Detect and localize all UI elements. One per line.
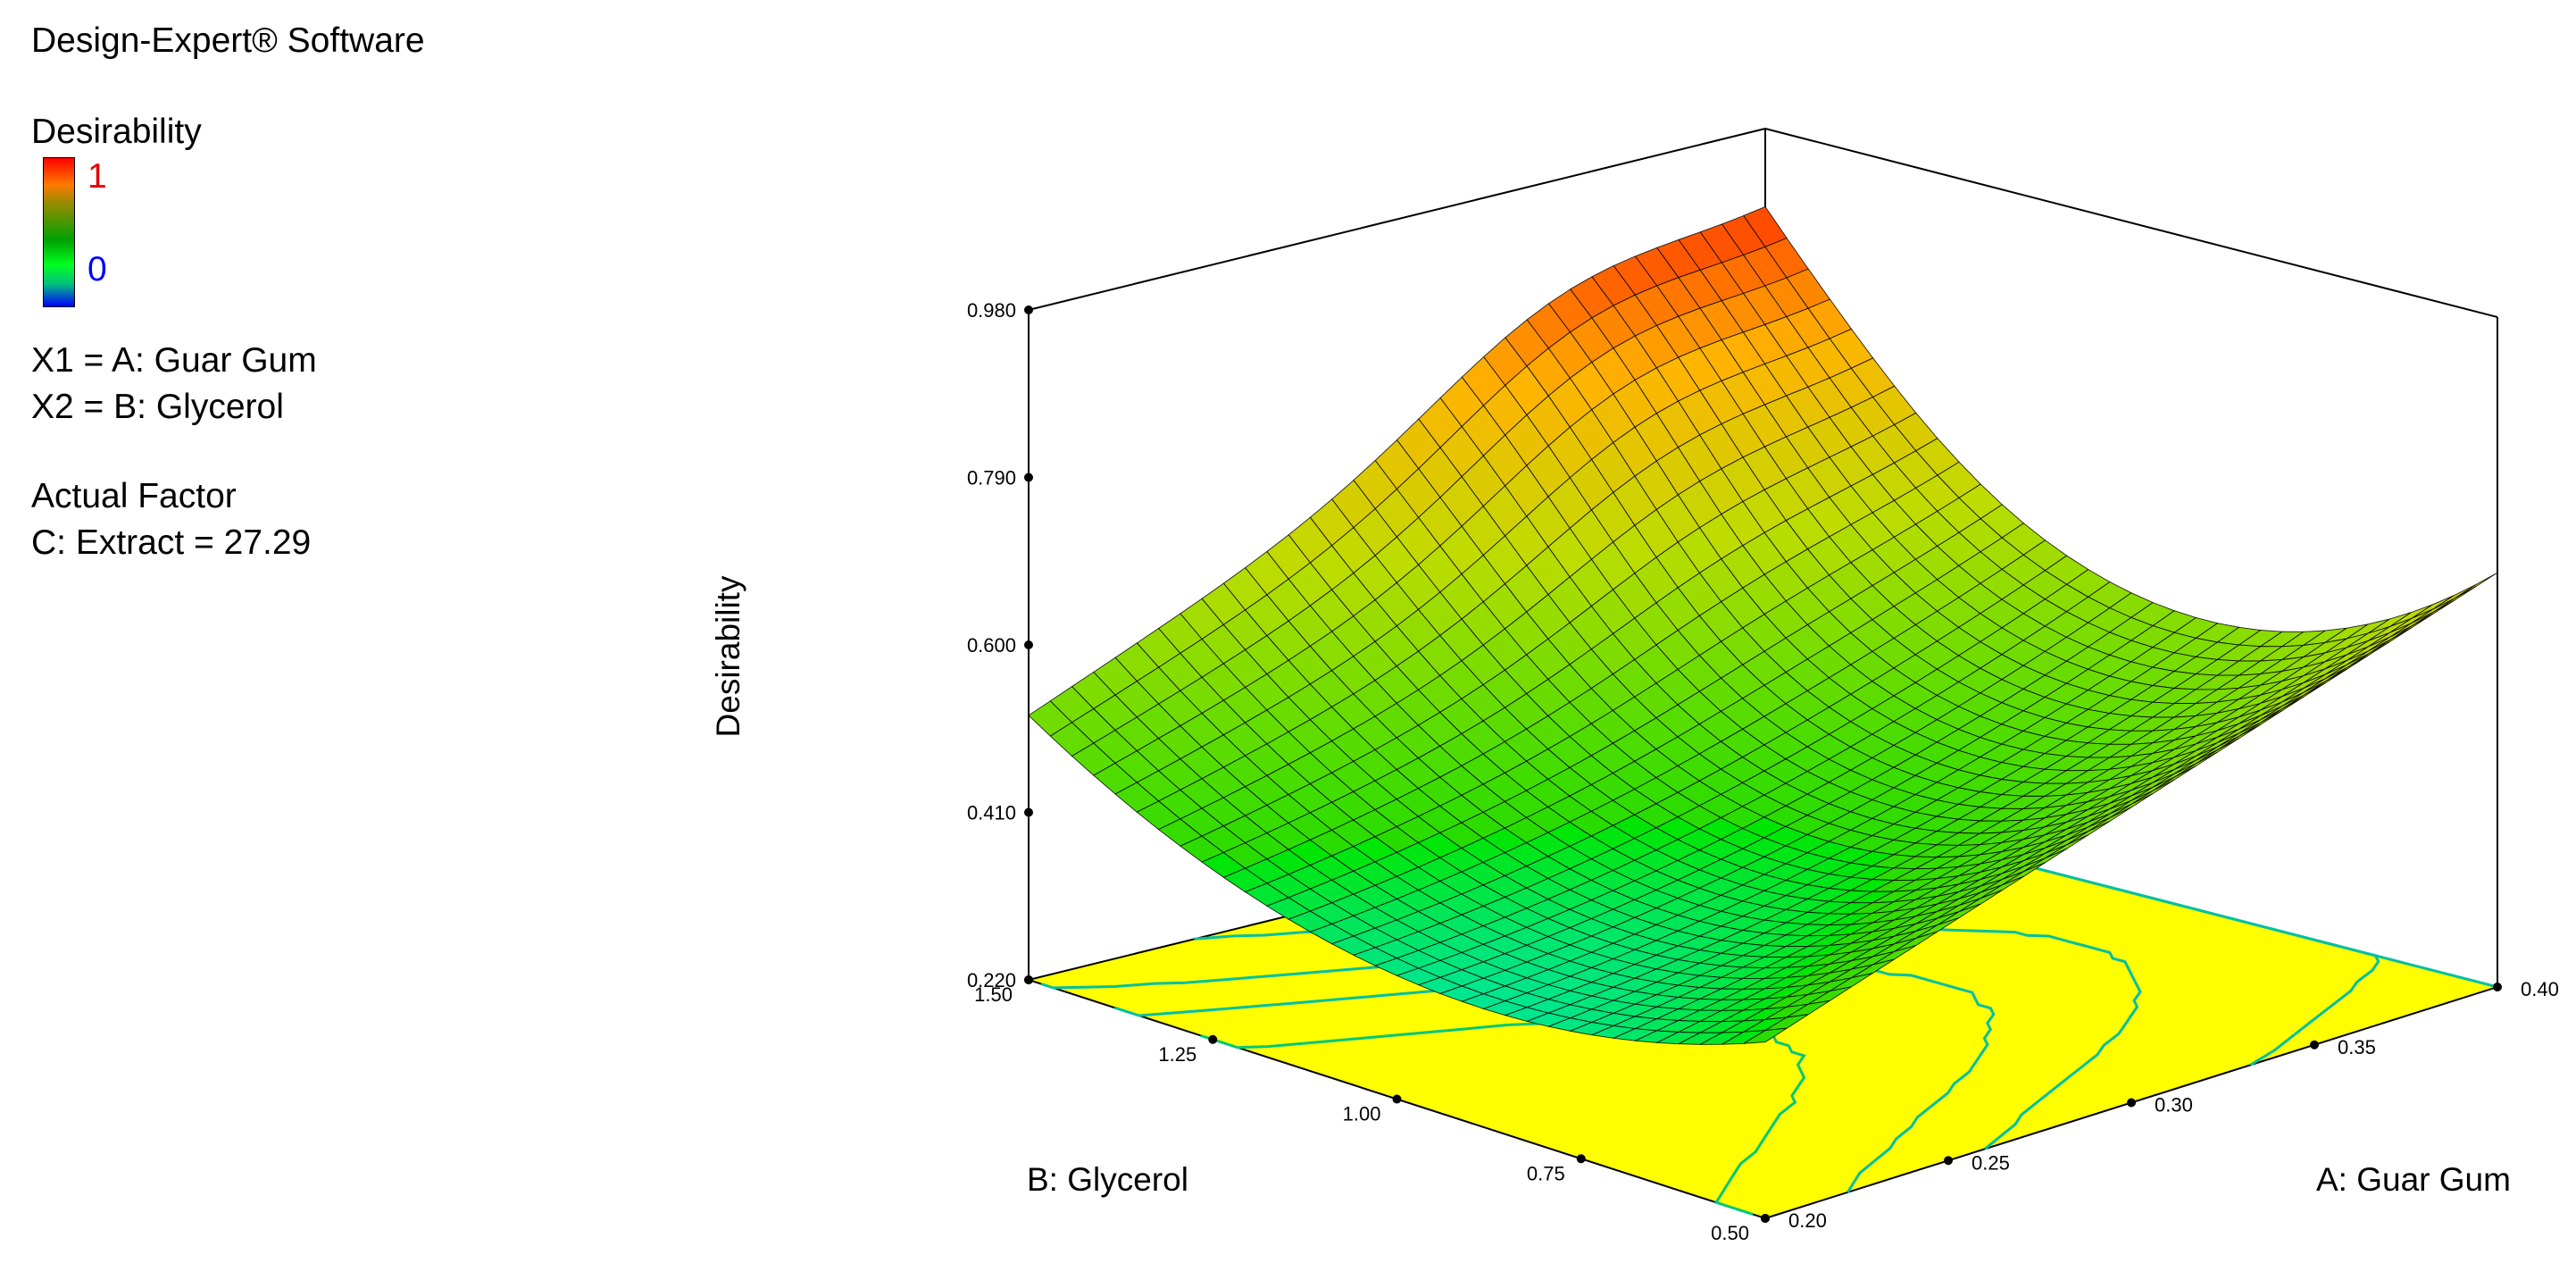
b-axis-label: B: Glycerol	[1027, 1161, 1188, 1198]
a-tick-dot	[2127, 1098, 2136, 1108]
z-axis-label: Desirability	[710, 575, 746, 737]
z-tick-label: 0.220	[967, 969, 1016, 991]
surface-cell	[2432, 584, 2477, 610]
z-tick-dot	[1024, 807, 1033, 817]
a-tick-dot	[1944, 1156, 1953, 1166]
b-tick-label: 0.75	[1527, 1162, 1565, 1184]
b-tick-label: 0.50	[1711, 1222, 1749, 1244]
a-tick-dot	[2493, 983, 2502, 991]
back-right-top-edge	[1764, 128, 2498, 318]
a-tick-label: 0.40	[2521, 978, 2559, 1000]
z-tick-dot	[1024, 305, 1033, 314]
b-tick-label: 1.00	[1343, 1103, 1381, 1125]
response-surface	[1028, 205, 2498, 1045]
a-tick-label: 0.30	[2155, 1094, 2193, 1117]
actual-factor-title: Actual Factor	[31, 477, 237, 515]
axis-labels: 0.220 0.410 0.600 0.790 0.980 0.20 0.25 0.30 0.3…	[710, 299, 2559, 1244]
a-tick-label: 0.25	[1972, 1151, 2010, 1174]
contour-line	[1113, 966, 1996, 1193]
b-tick-dot	[1761, 1214, 1770, 1223]
b-tick-dot	[1208, 1034, 1218, 1044]
a-tick-label: 0.35	[2338, 1036, 2376, 1058]
z-tick-dot	[1024, 640, 1033, 649]
b-tick-label: 1.50	[974, 983, 1013, 1006]
z-tick-label: 0.410	[967, 802, 1016, 824]
z-tick-dot	[1024, 473, 1033, 482]
b-tick-label: 1.25	[1158, 1043, 1196, 1066]
z-tick-label: 0.790	[967, 467, 1016, 489]
a-tick-label: 0.20	[1788, 1209, 1827, 1232]
b-tick-dot	[1576, 1154, 1586, 1164]
actual-factor-value: C: Extract = 27.29	[31, 523, 312, 562]
factor-x1-label: X1 = A: Guar Gum	[31, 341, 317, 380]
factor-x2-label: X2 = B: Glycerol	[31, 388, 284, 426]
b-tick-dot	[1392, 1094, 1402, 1104]
surface-cell	[2411, 594, 2455, 620]
software-title: Design-Expert® Software	[31, 21, 425, 60]
scale-low-label: 0	[88, 250, 107, 289]
contour-line	[1200, 1019, 1806, 1216]
scale-high-label: 1	[88, 157, 107, 196]
z-tick-label: 0.600	[967, 634, 1016, 657]
surface-cell	[1743, 1027, 1788, 1044]
response-title: Desirability	[31, 113, 202, 151]
b-tick-dot	[1024, 975, 1033, 984]
a-tick-dot	[2310, 1040, 2319, 1050]
a-axis-label: A: Guar Gum	[2316, 1161, 2511, 1198]
back-left-top-edge	[1028, 128, 1766, 311]
color-scale-bar	[43, 157, 75, 307]
z-tick-label: 0.980	[967, 299, 1016, 322]
